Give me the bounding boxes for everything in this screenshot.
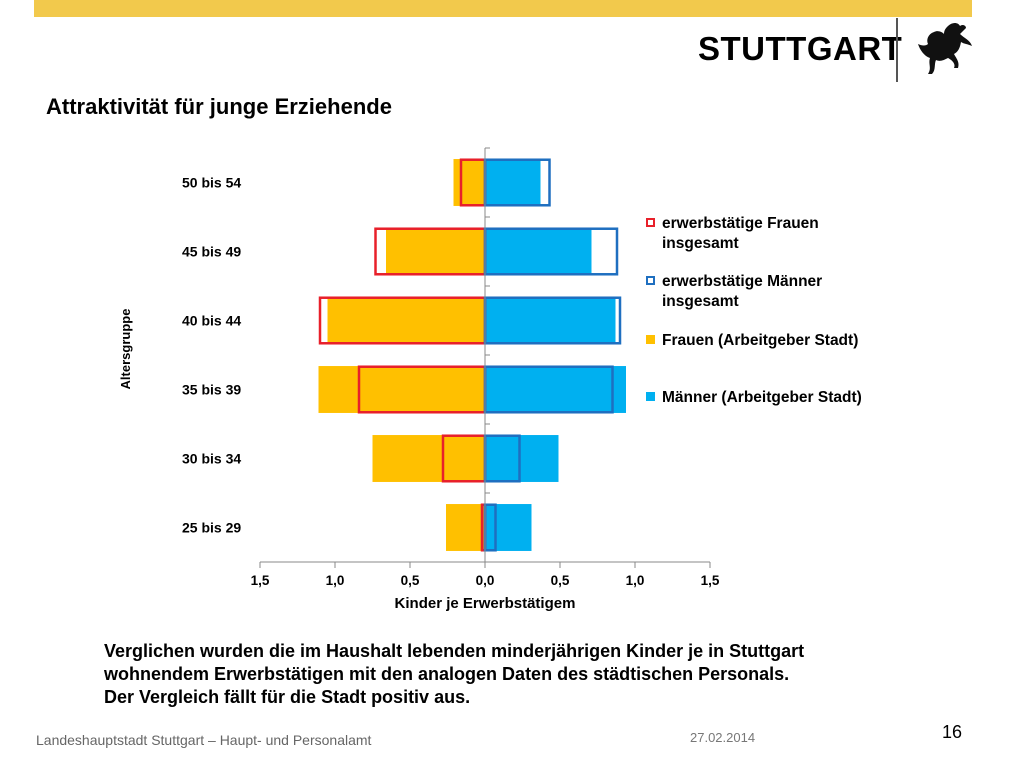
footer-organization: Landeshauptstadt Stuttgart – Haupt- und … bbox=[36, 732, 372, 748]
x-tick-label: 0,0 bbox=[476, 573, 495, 588]
legend-item-men-total: erwerbstätige Männer insgesamt bbox=[646, 272, 892, 312]
bar-women-city bbox=[372, 435, 485, 482]
stuttgart-logo-text: STUTTGART bbox=[698, 30, 903, 67]
x-tick-label: 1,0 bbox=[326, 573, 345, 588]
bar-men-city bbox=[485, 504, 532, 551]
slide-title: Attraktivität für junge Erziehende bbox=[46, 94, 392, 119]
bar-women-city bbox=[327, 297, 485, 344]
bar-women-city bbox=[386, 228, 485, 275]
y-tick-label: 30 bis 34 bbox=[182, 451, 241, 467]
legend-item-women-city: Frauen (Arbeitgeber Stadt) bbox=[646, 331, 892, 351]
y-tick-label: 45 bis 49 bbox=[182, 244, 241, 260]
legend-swatch-women-total bbox=[646, 218, 655, 227]
bar-women-city bbox=[453, 159, 485, 206]
x-tick-label: 1,5 bbox=[701, 573, 720, 588]
legend-swatch-men-city bbox=[646, 392, 655, 401]
slide-caption: Verglichen wurden die im Haushalt lebend… bbox=[104, 640, 904, 709]
bar-men-city bbox=[485, 159, 541, 206]
stuttgart-horse-icon bbox=[918, 23, 972, 74]
footer-date: 27.02.2014 bbox=[690, 730, 756, 745]
y-tick-label: 35 bis 39 bbox=[182, 382, 241, 398]
legend-label: erwerbstätige Männer insgesamt bbox=[662, 273, 823, 310]
bar-women-city bbox=[318, 366, 485, 413]
x-tick-label: 1,5 bbox=[251, 573, 270, 588]
legend-item-men-city: Männer (Arbeitgeber Stadt) bbox=[646, 388, 892, 408]
top-accent-bar bbox=[34, 0, 972, 17]
legend-label: Männer (Arbeitgeber Stadt) bbox=[662, 389, 862, 406]
bar-men-city bbox=[485, 366, 626, 413]
x-axis-label: Kinder je Erwerbstätigem bbox=[395, 595, 576, 612]
logo-divider bbox=[896, 18, 898, 82]
bar-men-city bbox=[485, 435, 559, 482]
caption-line: wohnendem Erwerbstätigen mit den analoge… bbox=[104, 664, 790, 684]
x-tick-label: 0,5 bbox=[551, 573, 570, 588]
legend-item-women-total: erwerbstätige Frauen insgesamt bbox=[646, 214, 892, 254]
y-tick-label: 25 bis 29 bbox=[182, 520, 241, 536]
page-number: 16 bbox=[942, 722, 963, 742]
bar-men-city bbox=[485, 297, 616, 344]
legend-label: Frauen (Arbeitgeber Stadt) bbox=[662, 332, 859, 349]
legend-swatch-women-city bbox=[646, 335, 655, 344]
bar-men-city bbox=[485, 228, 592, 275]
bar-women-city bbox=[446, 504, 485, 551]
legend-label: erwerbstätige Frauen insgesamt bbox=[662, 215, 819, 252]
legend-swatch-men-total bbox=[646, 276, 655, 285]
caption-line: Verglichen wurden die im Haushalt lebend… bbox=[104, 641, 805, 661]
y-tick-label: 40 bis 44 bbox=[182, 313, 241, 329]
y-axis-label: Altersgruppe bbox=[118, 309, 133, 390]
y-tick-label: 50 bis 54 bbox=[182, 175, 241, 191]
x-tick-label: 1,0 bbox=[626, 573, 645, 588]
caption-line: Der Vergleich fällt für die Stadt positi… bbox=[104, 687, 471, 707]
x-tick-label: 0,5 bbox=[401, 573, 420, 588]
